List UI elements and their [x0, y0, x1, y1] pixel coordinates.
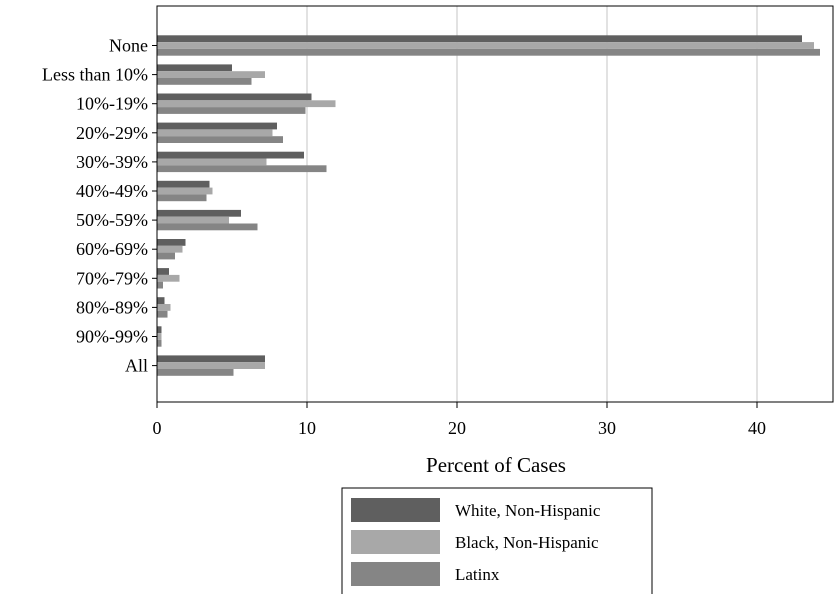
- bar-black-non-hispanic: [157, 71, 265, 78]
- category-label: None: [109, 36, 148, 56]
- bar-black-non-hispanic: [157, 362, 265, 369]
- bar-latinx: [157, 78, 252, 85]
- category-label: 50%-59%: [76, 210, 148, 230]
- gridlines: [306, 6, 758, 402]
- bar-latinx: [157, 223, 258, 231]
- bar-latinx: [157, 369, 234, 376]
- category-label: 60%-69%: [76, 239, 148, 259]
- x-axis-label: Percent of Cases: [426, 453, 566, 477]
- bar-latinx: [157, 48, 820, 56]
- legend-swatch: [351, 498, 440, 522]
- bar-black-non-hispanic: [157, 158, 267, 166]
- category-label: 10%-19%: [76, 94, 148, 114]
- x-tick-label: 20: [448, 418, 466, 438]
- legend: White, Non-Hispanic Black, Non-Hispanic La…: [341, 487, 653, 594]
- category-label: 70%-79%: [76, 268, 148, 288]
- legend-label: White, Non-Hispanic: [455, 501, 601, 520]
- bar-white-non-hispanic: [157, 297, 165, 304]
- bar-black-non-hispanic: [157, 333, 162, 340]
- legend-label: Latinx: [455, 565, 500, 584]
- x-tick-label: 40: [748, 418, 766, 438]
- bar-black-non-hispanic: [157, 129, 273, 137]
- bar-latinx: [157, 339, 162, 347]
- bar-black-non-hispanic: [157, 42, 814, 49]
- plot-frame: [156, 5, 834, 403]
- bar-black-non-hispanic: [157, 245, 183, 253]
- legend-frame: [341, 487, 653, 594]
- bars: [157, 35, 820, 376]
- legend-swatch: [351, 530, 440, 554]
- bar-white-non-hispanic: [157, 151, 304, 159]
- bar-white-non-hispanic: [157, 35, 802, 43]
- category-label: 20%-29%: [76, 123, 148, 143]
- legend-swatch: [351, 562, 440, 586]
- bar-white-non-hispanic: [157, 209, 241, 217]
- bar-latinx: [157, 165, 327, 173]
- x-tick-label: 10: [298, 418, 316, 438]
- category-labels: None Less than 10% 10%-19% 20%-29% 30%-39% 40…: [42, 36, 157, 376]
- bar-white-non-hispanic: [157, 180, 210, 188]
- bar-white-non-hispanic: [157, 355, 265, 363]
- legend-label: Black, Non-Hispanic: [455, 533, 599, 552]
- bar-black-non-hispanic: [157, 216, 229, 224]
- bar-latinx: [157, 281, 163, 289]
- bar-latinx: [157, 136, 283, 143]
- bar-black-non-hispanic: [157, 187, 213, 195]
- bar-black-non-hispanic: [157, 100, 336, 108]
- category-label: 80%-89%: [76, 297, 148, 317]
- x-tick-label: 0: [153, 418, 162, 438]
- category-label: 40%-49%: [76, 181, 148, 201]
- bar-black-non-hispanic: [157, 304, 171, 311]
- category-label: All: [125, 356, 148, 376]
- bar-white-non-hispanic: [157, 93, 312, 101]
- bar-latinx: [157, 310, 168, 318]
- bar-latinx: [157, 194, 207, 202]
- bar-white-non-hispanic: [157, 268, 169, 275]
- category-label: Less than 10%: [42, 65, 148, 85]
- bar-white-non-hispanic: [157, 239, 186, 246]
- bar-black-non-hispanic: [157, 274, 180, 282]
- category-label: 30%-39%: [76, 152, 148, 172]
- category-label: 90%-99%: [76, 327, 148, 347]
- bar-white-non-hispanic: [157, 122, 277, 130]
- x-tick-label: 30: [598, 418, 616, 438]
- bar-white-non-hispanic: [157, 64, 232, 72]
- bar-latinx: [157, 107, 306, 114]
- bar-latinx: [157, 252, 175, 260]
- bar-white-non-hispanic: [157, 326, 162, 334]
- x-axis-ticks: 0 10 20 30 40: [153, 402, 766, 438]
